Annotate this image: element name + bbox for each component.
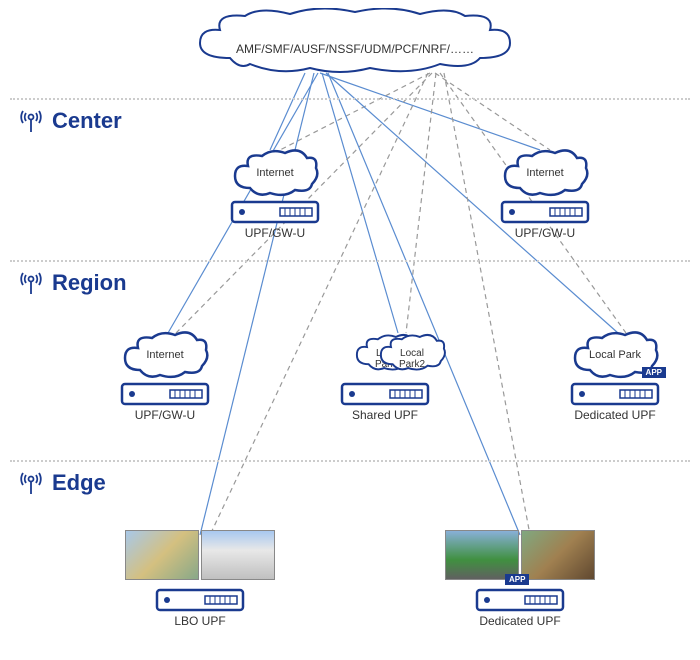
node-region-right: Local Park APP Dedicated UPF (570, 330, 660, 422)
antenna-icon (18, 470, 44, 496)
cloud-icon: Internet (500, 148, 590, 198)
node-region-mid: Local Park1 Local Park2 Shared UPF (340, 330, 430, 422)
photo-industrial (125, 530, 199, 580)
tier-edge-text: Edge (52, 470, 106, 496)
node-center-right: Internet UPF/GW-U (500, 148, 590, 240)
photo-city (201, 530, 275, 580)
divider-region (10, 260, 690, 262)
tier-edge: Edge (18, 470, 106, 496)
node-label: Dedicated UPF (479, 614, 560, 628)
tier-center-text: Center (52, 108, 122, 134)
server-icon (230, 200, 320, 224)
cloud-icon: Local Park2 (377, 330, 447, 375)
cloud-label: Local Park2 (377, 348, 447, 370)
server-icon (340, 382, 430, 406)
node-region-left: Internet UPF/GW-U (120, 330, 210, 422)
antenna-icon (18, 270, 44, 296)
photo-stadium (445, 530, 519, 580)
cloud-pair: Local Park1 Local Park2 (353, 330, 417, 380)
cloud-label: Internet (500, 168, 590, 179)
core-label: AMF/SMF/AUSF/NSSF/UDM/PCF/NRF/…… (190, 42, 520, 56)
node-edge-right: APP Dedicated UPF (445, 530, 595, 628)
app-badge: APP (505, 574, 529, 585)
cloud-icon: Internet (230, 148, 320, 198)
node-label: UPF/GW-U (515, 226, 575, 240)
divider-edge (10, 460, 690, 462)
node-label: UPF/GW-U (135, 408, 195, 422)
server-icon (475, 588, 565, 612)
tier-region-text: Region (52, 270, 127, 296)
photo-strip: APP (445, 530, 595, 580)
cloud-label: Internet (230, 168, 320, 179)
photo-strip (125, 530, 275, 580)
node-label: Shared UPF (352, 408, 418, 422)
tier-center: Center (18, 108, 122, 134)
antenna-icon (18, 108, 44, 134)
node-label: Dedicated UPF (574, 408, 655, 422)
divider-center (10, 98, 690, 100)
server-icon (120, 382, 210, 406)
node-label: UPF/GW-U (245, 226, 305, 240)
photo-game (521, 530, 595, 580)
node-label: LBO UPF (174, 614, 225, 628)
tier-region: Region (18, 270, 127, 296)
server-icon (500, 200, 590, 224)
cloud-label: Internet (120, 350, 210, 361)
cloud-icon: Internet (120, 330, 210, 380)
core-cloud: AMF/SMF/AUSF/NSSF/UDM/PCF/NRF/…… (190, 8, 520, 78)
server-icon (155, 588, 245, 612)
server-icon (570, 382, 660, 406)
cloud-label: Local Park (570, 350, 660, 361)
cloud-icon: Local Park APP (570, 330, 660, 380)
node-center-left: Internet UPF/GW-U (230, 148, 320, 240)
node-edge-left: LBO UPF (125, 530, 275, 628)
app-badge: APP (642, 367, 666, 378)
